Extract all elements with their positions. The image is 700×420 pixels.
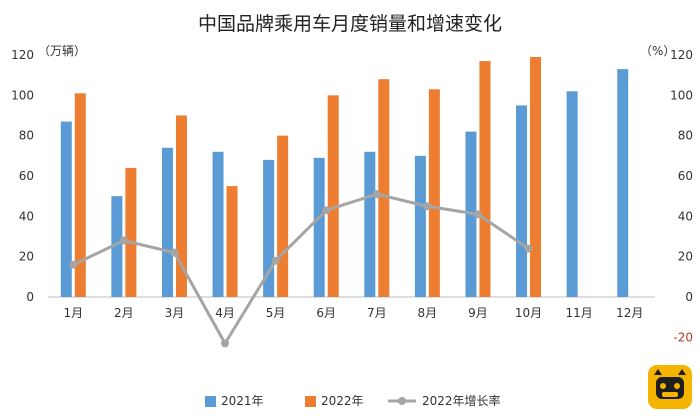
growth-line-series xyxy=(69,190,533,348)
y-left-tick-label: 100 xyxy=(11,88,34,102)
x-axis-categories: 1月 2月 3月 4月 5月 6月 7月 8月 9月 10月 11月 12月 xyxy=(63,306,643,320)
y-right-tick-label: 60 xyxy=(678,169,693,183)
bar-2022年 xyxy=(74,93,86,297)
y-left-tick-label: 60 xyxy=(19,169,34,183)
bar-2021年 xyxy=(212,151,224,297)
y-left-tick-label: 120 xyxy=(11,48,34,62)
growth-point xyxy=(473,210,482,219)
x-tick-label: 2月 xyxy=(114,306,134,320)
bar-2021年 xyxy=(60,121,72,297)
y-left-unit-label: （万辆） xyxy=(38,44,86,58)
bar-2022年 xyxy=(277,135,289,297)
x-tick-label: 6月 xyxy=(316,306,336,320)
bar-2022年 xyxy=(125,167,137,297)
bar-2021年 xyxy=(263,159,275,297)
growth-line xyxy=(72,192,530,347)
x-tick-label: 4月 xyxy=(215,306,235,320)
bar-2021年 xyxy=(364,151,376,297)
x-tick-label: 1月 xyxy=(63,306,83,320)
x-tick-label: 3月 xyxy=(165,306,185,320)
y-left-tick-label: 0 xyxy=(26,290,34,304)
growth-point xyxy=(271,256,280,265)
y-left-tick-label: 80 xyxy=(19,129,34,143)
x-tick-label: 9月 xyxy=(468,306,488,320)
y-right-tick-label: 40 xyxy=(678,209,693,223)
x-tick-label: 8月 xyxy=(418,306,438,320)
x-tick-label: 10月 xyxy=(515,306,542,320)
growth-point xyxy=(322,206,331,215)
y-right-tick-label: -20 xyxy=(673,330,693,344)
y-right-tick-label: 20 xyxy=(678,250,693,264)
y-right-tick-label: 120 xyxy=(670,48,693,62)
growth-point xyxy=(170,248,179,257)
bar-2022年 xyxy=(479,61,491,297)
y-right-tick-label: 0 xyxy=(685,290,693,304)
legend-label: 2022年增长率 xyxy=(422,393,501,408)
bar-2022年 xyxy=(327,95,339,297)
bar-2022年 xyxy=(226,186,238,297)
legend: 2021年 2022年 2022年增长率 xyxy=(205,393,501,408)
legend-marker xyxy=(398,397,406,405)
legend-label: 2022年 xyxy=(321,394,364,408)
y-left-tick-label: 20 xyxy=(19,250,34,264)
x-tick-label: 5月 xyxy=(266,306,286,320)
y-right-unit-label: （%） xyxy=(640,44,675,58)
y-left-axis: 0 20 40 60 80 100 120 xyxy=(11,48,34,304)
bar-2021年 xyxy=(566,91,578,297)
bar-2021年 xyxy=(617,69,629,297)
y-right-tick-label: 100 xyxy=(670,88,693,102)
chart-title: 中国品牌乘用车月度销量和增速变化 xyxy=(198,13,502,35)
growth-point xyxy=(119,236,128,245)
bar-2021年 xyxy=(161,147,173,297)
bar-2021年 xyxy=(111,196,123,297)
x-tick-label: 11月 xyxy=(565,306,592,320)
legend-swatch xyxy=(305,396,316,407)
growth-point xyxy=(69,260,78,269)
y-right-tick-label: 80 xyxy=(678,129,693,143)
legend-label: 2021年 xyxy=(221,394,264,408)
bar-2021年 xyxy=(516,105,528,298)
y-left-tick-label: 40 xyxy=(19,209,34,223)
growth-point xyxy=(423,202,432,211)
growth-point xyxy=(524,244,533,253)
bar-series xyxy=(60,57,629,298)
legend-swatch xyxy=(205,396,216,407)
x-tick-label: 7月 xyxy=(367,306,387,320)
bar-2022年 xyxy=(378,79,390,297)
bar-2021年 xyxy=(313,157,325,297)
x-tick-label: 12月 xyxy=(616,306,643,320)
bar-2022年 xyxy=(428,89,440,298)
bar-2022年 xyxy=(530,57,542,298)
growth-point xyxy=(221,339,230,348)
growth-point xyxy=(372,190,381,199)
bar-2021年 xyxy=(414,155,426,297)
cartoon-bull-face-icon xyxy=(648,365,692,409)
bar-2022年 xyxy=(175,115,187,297)
